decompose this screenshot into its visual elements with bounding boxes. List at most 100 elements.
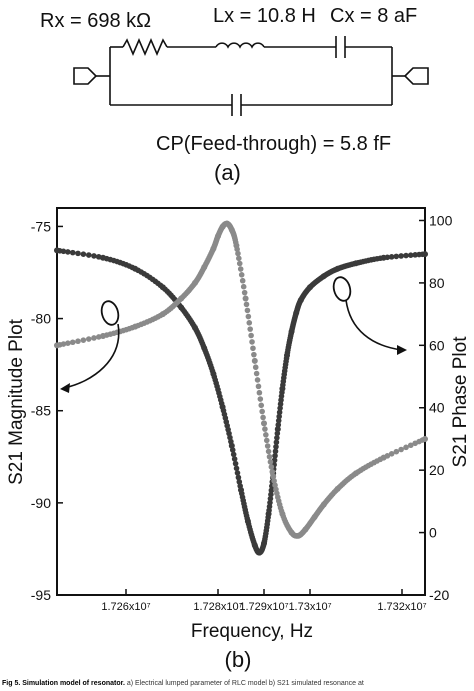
- data-point: [380, 254, 387, 261]
- data-point: [288, 328, 295, 335]
- y-left-tick-label: -80: [31, 311, 51, 327]
- curve-bead: [232, 460, 239, 467]
- curve-bead: [236, 479, 243, 485]
- curve-bead: [266, 453, 273, 460]
- curve-bead: [85, 252, 92, 258]
- x-tick-label: 1.729x10⁷: [239, 601, 288, 613]
- curve-bead: [258, 402, 265, 409]
- data-point: [201, 264, 208, 271]
- curve-bead: [65, 249, 71, 255]
- data-point: [265, 510, 272, 517]
- data-point: [201, 345, 208, 352]
- curve-bead: [254, 377, 261, 383]
- data-point: [54, 247, 60, 254]
- data-point: [159, 284, 166, 291]
- curve-bead: [75, 250, 81, 257]
- caption-text: a) Electrical lumped parameter of RLC mo…: [124, 680, 364, 687]
- curve-bead: [75, 338, 81, 345]
- curve-bead: [245, 313, 252, 320]
- data-point: [422, 435, 428, 442]
- figure-caption: Fig 5. Simulation model of resonator. a)…: [2, 677, 472, 691]
- data-point: [288, 529, 295, 536]
- inductor-label: Lx = 10.8 H: [213, 5, 316, 27]
- curve-bead: [80, 337, 87, 343]
- x-tick-label: 1.73x10⁷: [288, 601, 331, 613]
- curve-bead: [252, 364, 259, 371]
- data-point: [380, 454, 387, 461]
- curve-bead: [85, 336, 92, 342]
- curve-bead: [235, 250, 241, 257]
- data-point: [242, 295, 249, 302]
- data-point: [334, 265, 341, 272]
- curve-bead: [240, 283, 247, 290]
- data-point: [192, 279, 198, 286]
- y-right-tick-label: 40: [429, 400, 445, 416]
- y-left-tick-label: -95: [31, 587, 51, 603]
- curve-bead: [237, 266, 244, 272]
- y-right-tick-label: 60: [429, 337, 445, 353]
- curve-bead: [403, 252, 409, 259]
- y-right-tick-label: -20: [429, 587, 449, 603]
- panel-label-b: (b): [225, 647, 252, 672]
- curve-bead: [262, 426, 268, 432]
- curve-bead: [398, 253, 404, 259]
- curve-bead: [403, 444, 409, 451]
- curve-bead: [234, 470, 241, 476]
- y-right-tick-label: 80: [429, 275, 445, 291]
- data-point: [422, 251, 428, 258]
- curve-bead: [274, 435, 280, 441]
- output-port-icon: [403, 67, 429, 85]
- curve-bead: [256, 389, 263, 396]
- curve-bead: [259, 408, 265, 415]
- data-point: [284, 352, 290, 359]
- curve-bead: [250, 345, 256, 352]
- curve-bead: [407, 442, 414, 449]
- data-point: [210, 245, 217, 252]
- input-port-icon: [73, 67, 98, 85]
- curve-bead: [272, 448, 279, 455]
- curve-bead: [271, 478, 277, 484]
- data-point: [100, 254, 106, 261]
- data-point: [228, 226, 235, 233]
- data-point: [219, 223, 226, 230]
- data-point: [210, 370, 217, 377]
- annotations: [60, 276, 407, 393]
- arrowhead-icon: [397, 345, 407, 355]
- y-axis-left-label: S21 Magnitude Plot: [6, 318, 27, 485]
- data-point: [320, 501, 327, 508]
- magnitude-curve-marker: [100, 300, 120, 326]
- data-point: [353, 470, 359, 477]
- curve-bead: [264, 443, 271, 449]
- curve-bead: [265, 448, 272, 455]
- curve-bead: [277, 405, 283, 411]
- data-point: [279, 385, 286, 392]
- curve-bead: [251, 351, 257, 358]
- x-tick-label: 1.726x10⁷: [101, 601, 150, 613]
- curve-bead: [260, 414, 266, 421]
- data-point: [215, 233, 221, 240]
- curve-bead: [272, 482, 278, 488]
- data-point: [178, 295, 185, 302]
- curve-bead: [91, 335, 97, 341]
- curve-bead: [244, 307, 251, 314]
- y-right-tick-label: 0: [429, 525, 437, 541]
- curve-bead: [268, 491, 274, 498]
- data-point: [297, 297, 304, 304]
- curve-bead: [60, 341, 67, 347]
- curve-bead: [257, 396, 264, 402]
- curve-bead: [268, 487, 275, 494]
- data-point: [270, 473, 277, 480]
- y-axis-right-label: S21 Phase Plot: [450, 336, 471, 468]
- phase-series: [54, 220, 428, 539]
- inductor-symbol: [215, 42, 265, 49]
- curve-bead: [236, 260, 243, 267]
- data-point: [251, 357, 258, 364]
- data-point: [54, 342, 60, 349]
- curve-bead: [388, 451, 395, 457]
- data-point: [334, 485, 341, 492]
- caption-lead: Fig 5. Simulation model of resonator.: [2, 680, 125, 687]
- data-point: [320, 273, 327, 280]
- curve-bead: [230, 451, 237, 458]
- curve-bead: [253, 370, 260, 377]
